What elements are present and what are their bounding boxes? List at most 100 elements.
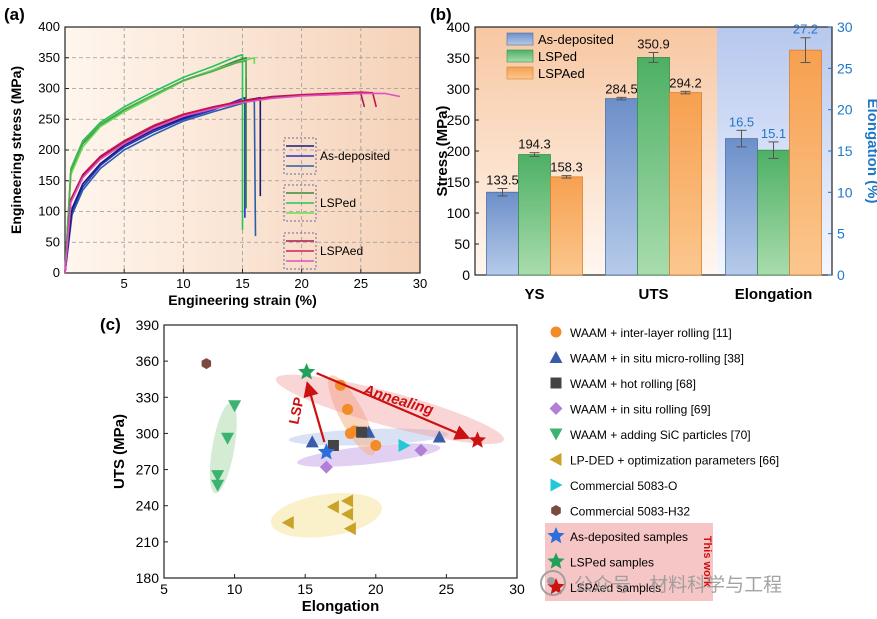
y-tick-label: 390 <box>136 317 160 333</box>
bar <box>757 149 790 276</box>
legend-label: LSPed <box>538 49 577 64</box>
data-label: 15.1 <box>761 126 786 141</box>
y2-axis-label-b: Elongation (%) <box>864 99 877 204</box>
series-line <box>64 91 377 274</box>
annealing-arrow <box>316 372 471 440</box>
y-tick-label: 400 <box>38 19 60 34</box>
series-line <box>64 92 401 274</box>
panel-c: (c) 5 10 15 20 25 30 180 210 240 270 300 330 360 390 El… <box>100 315 779 615</box>
bar <box>637 57 670 276</box>
x-tick-label: 5 <box>121 276 128 291</box>
data-point <box>343 522 356 536</box>
wechat-logo-icon <box>540 570 566 596</box>
y-tick-label: 50 <box>46 234 60 249</box>
panel-b-label: (b) <box>430 5 452 24</box>
legend-label: LSPed samples <box>570 556 654 570</box>
series-line <box>64 57 256 274</box>
legend-marker <box>547 527 565 544</box>
x-tick-label: 5 <box>160 581 168 597</box>
x-tick-label: 25 <box>439 581 455 597</box>
data-point <box>319 460 333 474</box>
bar <box>486 191 519 276</box>
legend-label: LSPAed <box>320 244 363 258</box>
annealing-region <box>275 374 504 445</box>
panel-b: (b) 0 50 100 150 200 250 300 350 400 0 5 10 15 20 25 30 1… <box>430 5 877 303</box>
bar <box>789 49 822 276</box>
bar <box>518 154 551 276</box>
legend-box <box>283 232 317 270</box>
y2-tick-label: 25 <box>837 60 853 76</box>
legend-label: Commercial 5083-H32 <box>570 505 690 519</box>
legend-marker <box>549 402 563 415</box>
legend-label: As-deposited <box>320 149 390 163</box>
data-point <box>468 431 486 448</box>
y-axis-label-c: UTS (MPa) <box>111 414 128 489</box>
legend-label: WAAM + adding SiC particles [70] <box>570 428 751 442</box>
y-tick-label: 330 <box>136 389 160 405</box>
y-tick-label: 0 <box>462 267 470 283</box>
this-work-label: This work <box>701 536 713 588</box>
y-tick-label: 240 <box>136 498 160 514</box>
legend-label: WAAM + inter-layer rolling [11] <box>570 326 732 340</box>
y2-tick-label: 10 <box>837 184 853 200</box>
legend-marker <box>550 326 562 338</box>
data-point <box>317 443 335 460</box>
legend-label: LSPAed samples <box>570 581 661 595</box>
data-point <box>211 470 225 483</box>
legend-marker <box>547 552 565 569</box>
panel-a: (a)5 10 15 20 25 30050100150200250300350400En… <box>4 5 427 308</box>
data-label: 158.3 <box>550 160 583 175</box>
y-tick-label: 50 <box>454 236 470 252</box>
y-tick-label: 270 <box>136 462 160 478</box>
legend-marker <box>549 453 562 466</box>
data-point <box>342 403 354 415</box>
y-tick-label: 300 <box>136 425 160 441</box>
data-label: 133.5 <box>486 173 519 188</box>
legend-label: WAAM + hot rolling [68] <box>570 377 696 391</box>
data-label: 284.5 <box>605 81 638 96</box>
legend-label: LSPAed <box>538 66 585 81</box>
watermark: 公众号 · 材料科学与工程 <box>540 568 782 598</box>
x-tick-label: 20 <box>294 276 308 291</box>
lsp-arrow <box>303 381 326 443</box>
data-point <box>356 426 368 438</box>
x-axis-label-a: Engineering strain (%) <box>168 292 317 308</box>
data-point <box>341 507 354 521</box>
data-point <box>398 438 411 452</box>
data-point <box>326 500 339 514</box>
y-tick-label: 250 <box>38 111 60 126</box>
category-label: YS <box>524 286 544 303</box>
data-point <box>201 358 212 370</box>
x-tick-label: 15 <box>297 581 313 597</box>
panel-c-label: (c) <box>100 315 121 334</box>
legend-label: As-deposited samples <box>570 530 688 544</box>
x-tick-label: 20 <box>368 581 384 597</box>
y-tick-label: 360 <box>136 353 160 369</box>
data-point <box>281 516 294 530</box>
watermark-text: 公众号 · 材料科学与工程 <box>574 573 783 596</box>
y-tick-label: 200 <box>447 143 471 159</box>
y-tick-label: 200 <box>38 142 60 157</box>
bar <box>669 92 702 276</box>
y2-tick-label: 15 <box>837 143 853 159</box>
x-tick-label: 25 <box>354 276 368 291</box>
y-axis-label-b: Stress (MPa) <box>434 106 451 197</box>
x-axis-label-c: Elongation <box>302 598 380 615</box>
y-tick-label: 100 <box>38 204 60 219</box>
legend-label: WAAM + in situ rolling [69] <box>570 403 711 417</box>
series-line <box>64 60 247 274</box>
data-label: 27.2 <box>793 22 818 37</box>
bar <box>725 138 758 276</box>
data-label: 194.3 <box>518 137 551 152</box>
legend-label: As-deposited <box>538 32 614 47</box>
data-point <box>341 494 354 508</box>
y-tick-label: 180 <box>136 570 160 586</box>
y-tick-label: 300 <box>38 81 60 96</box>
bar <box>550 176 583 276</box>
legend-box <box>283 137 317 175</box>
legend-label: LP-DED + optimization parameters [66] <box>570 454 779 468</box>
y2-tick-label: 20 <box>837 102 853 118</box>
y-tick-label: 0 <box>53 265 60 280</box>
y-tick-label: 300 <box>447 81 471 97</box>
data-label: 350.9 <box>637 36 670 51</box>
